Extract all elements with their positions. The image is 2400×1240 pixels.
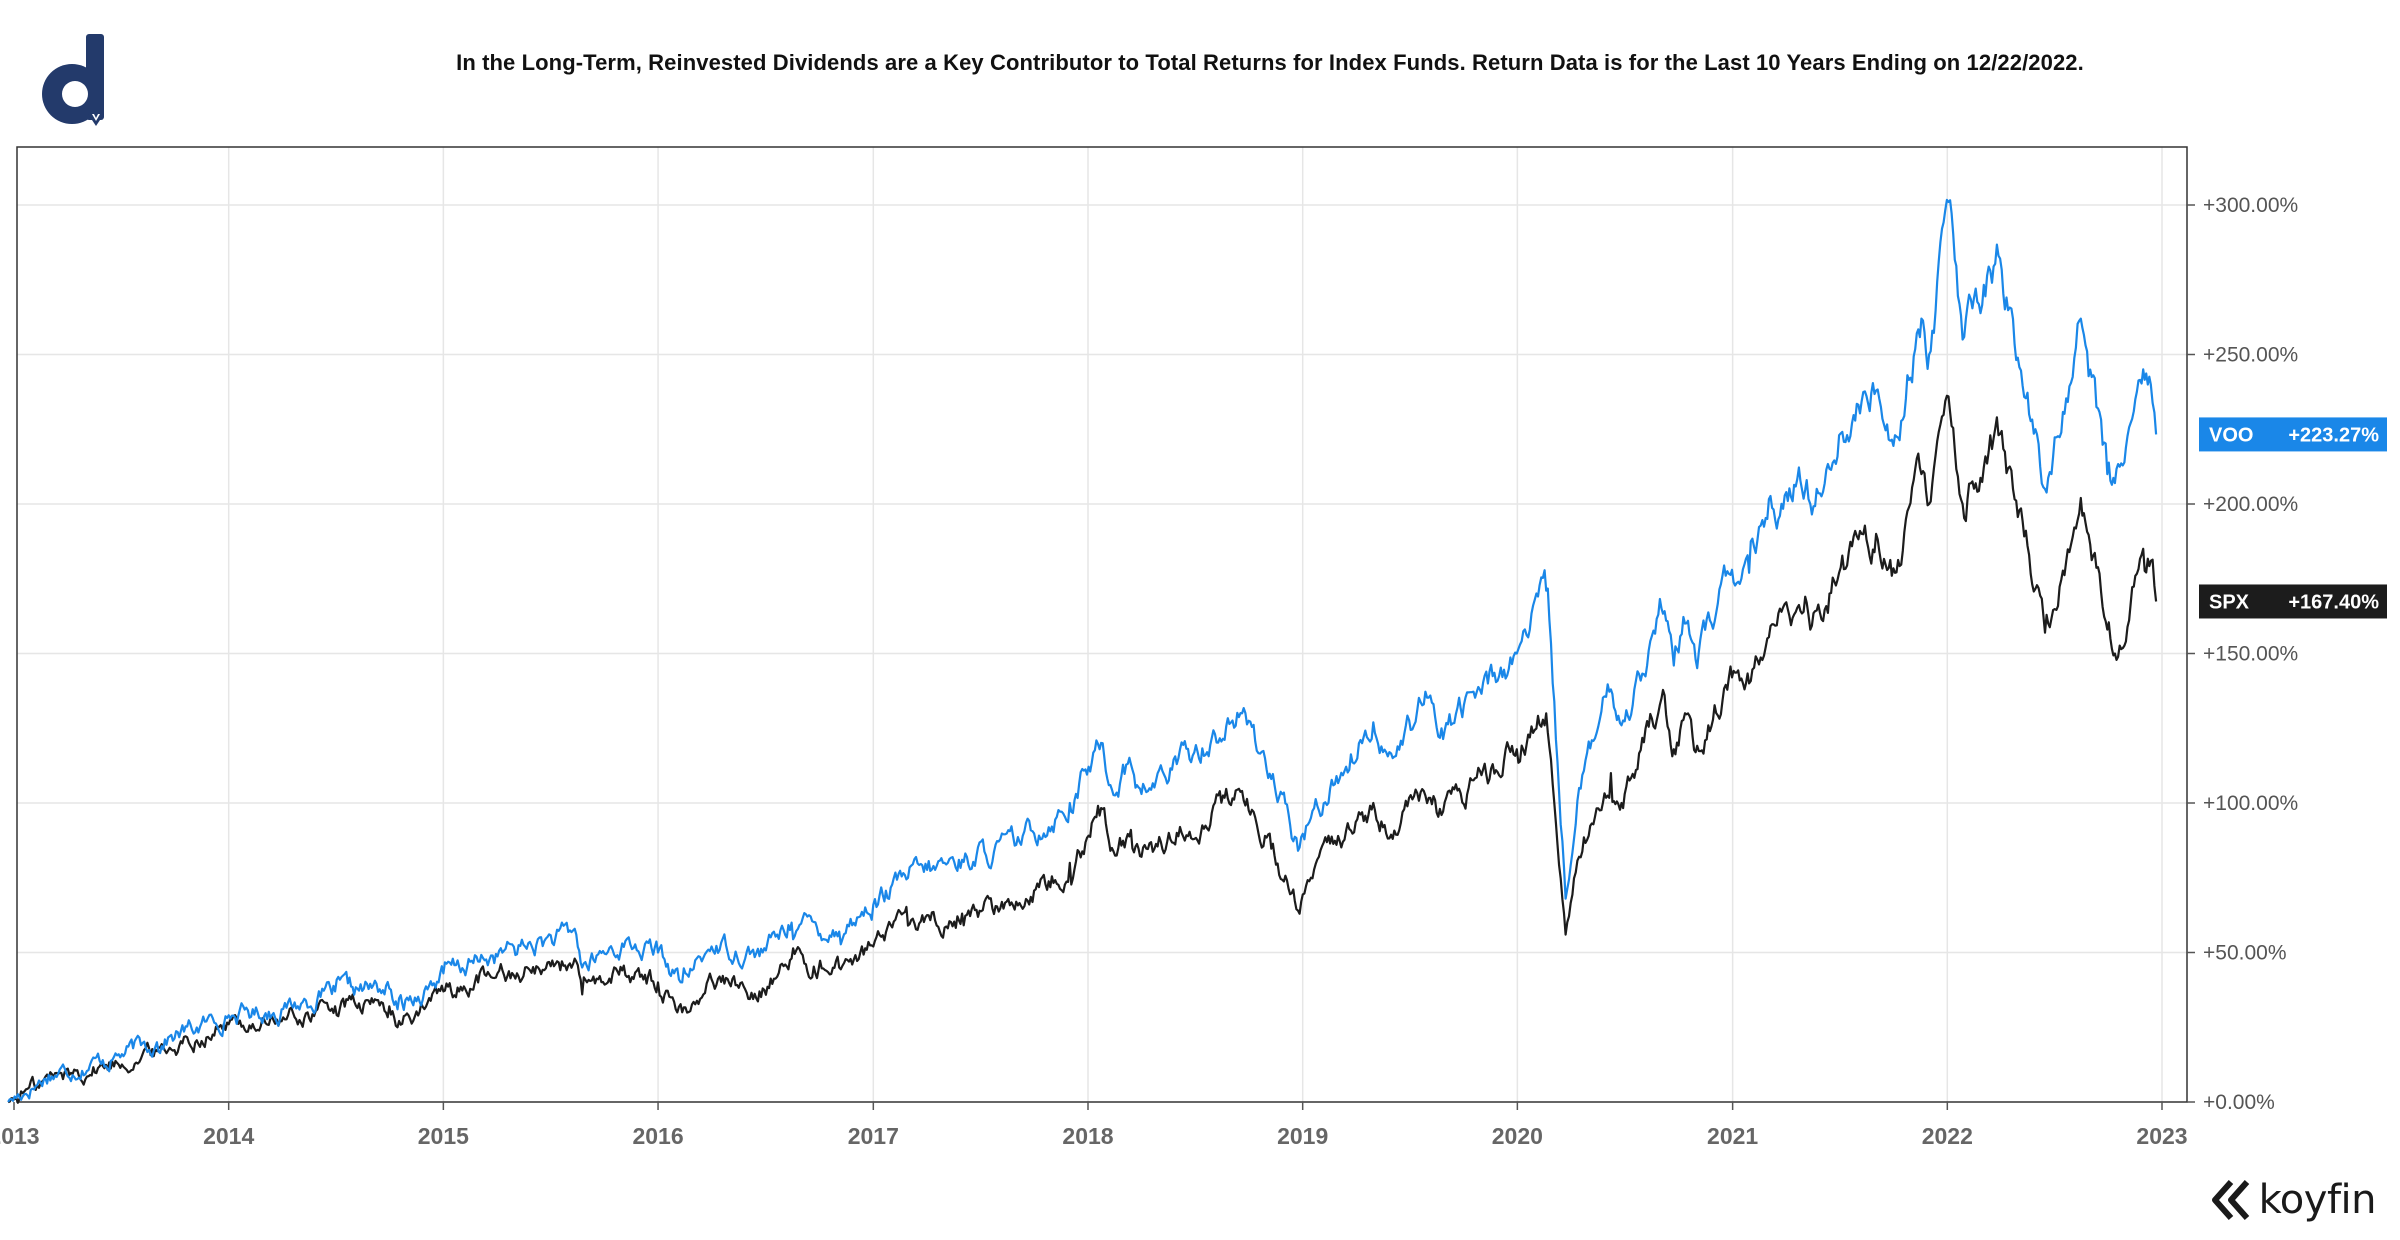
x-tick-label: 2017: [848, 1123, 899, 1149]
x-tick-label: 2013: [0, 1123, 40, 1149]
koyfin-brand: koyfin: [2209, 1176, 2377, 1224]
x-tick-label: 2021: [1707, 1123, 1758, 1149]
end-label-bg: [2199, 584, 2387, 619]
end-label-spx: SPX +167.40%: [2199, 584, 2387, 619]
chart-title: In the Long-Term, Reinvested Dividends a…: [456, 50, 2084, 75]
end-label-voo: VOO +223.27%: [2199, 417, 2387, 452]
x-tick-label: 2018: [1062, 1123, 1113, 1149]
y-tick-label: +250.00%: [2203, 344, 2298, 367]
series-end-labels: SPX +167.40% VOO +223.27%: [2199, 417, 2387, 619]
y-tick-label: +200.00%: [2203, 493, 2298, 516]
series-layer: [7, 198, 2158, 1104]
series-value-label: +223.27%: [2288, 424, 2379, 446]
brand-name: koyfin: [2258, 1177, 2377, 1223]
y-tick-label: +100.00%: [2203, 792, 2298, 815]
d-pencil-logo-icon: [42, 34, 104, 126]
x-tick-label: 2023: [2136, 1123, 2187, 1149]
y-tick-label: +300.00%: [2203, 194, 2298, 217]
grid: [17, 147, 2187, 1102]
y-tick-label: +0.00%: [2203, 1091, 2275, 1114]
series-name-label: VOO: [2209, 424, 2253, 446]
y-tick-label: +50.00%: [2203, 942, 2287, 965]
x-tick-label: 2022: [1922, 1123, 1973, 1149]
series-name-label: SPX: [2209, 591, 2250, 613]
y-tick-label: +150.00%: [2203, 643, 2298, 666]
y-axis: +0.00% +50.00% +100.00% +150.00% +200.00% +25…: [2187, 194, 2298, 1114]
x-axis: 2013 2014 2015 2016 2017 2018 2019 2020 2021 2022…: [0, 1102, 2188, 1149]
x-tick-label: 2014: [203, 1123, 254, 1149]
x-tick-label: 2016: [632, 1123, 683, 1149]
plot-frame: [16, 146, 2188, 1103]
series-line-voo: [7, 198, 2158, 1103]
x-tick-label: 2019: [1277, 1123, 1328, 1149]
koyfin-logo-icon: [2211, 1180, 2249, 1220]
series-value-label: +167.40%: [2288, 591, 2379, 613]
x-tick-label: 2020: [1492, 1123, 1543, 1149]
end-label-bg: [2199, 417, 2387, 452]
x-tick-label: 2015: [418, 1123, 469, 1149]
series-line-spx: [7, 394, 2158, 1104]
